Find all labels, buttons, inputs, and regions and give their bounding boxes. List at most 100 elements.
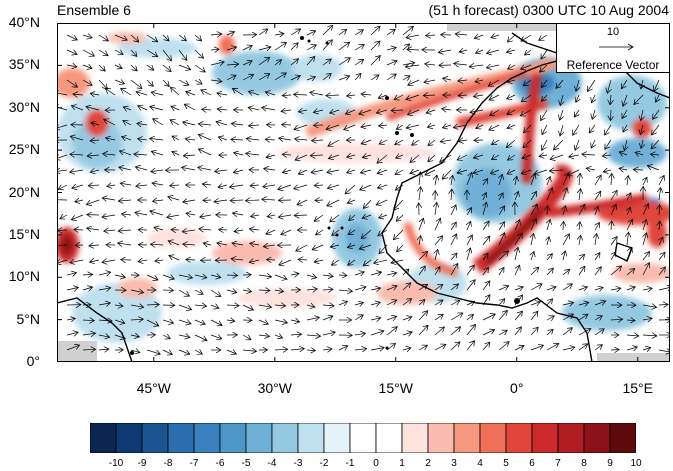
wind-vector	[506, 50, 516, 52]
wind-vector	[327, 199, 340, 206]
wind-vector	[146, 319, 159, 326]
wind-vector	[347, 170, 356, 173]
wind-vector	[627, 193, 631, 201]
lat-label: 25°N	[8, 141, 40, 158]
wind-vector	[594, 267, 601, 276]
colorbar-label: -2	[319, 458, 329, 469]
wind-vector	[514, 287, 523, 290]
wind-vector	[498, 233, 505, 246]
wind-vector	[450, 205, 456, 216]
wind-vector	[98, 34, 108, 41]
wind-vector	[487, 50, 500, 54]
wind-vector	[296, 244, 308, 251]
plot-title-right: (51 h forecast) 0300 UTC 10 Aug 2004	[428, 2, 669, 18]
wind-vector	[194, 320, 205, 324]
wind-vector	[626, 287, 635, 290]
lat-label: 40°N	[8, 14, 40, 30]
wind-vector	[547, 206, 548, 216]
wind-vector	[402, 332, 412, 335]
wind-vector	[520, 109, 532, 116]
wind-vector	[359, 245, 372, 249]
colorbar-label: 7	[555, 458, 561, 469]
wind-vector	[576, 79, 579, 91]
wind-vector	[348, 259, 356, 265]
wind-vector	[210, 275, 221, 278]
wind-vector	[418, 345, 427, 351]
wind-vector	[281, 229, 292, 235]
wind-vector	[482, 221, 489, 231]
wind-vector	[539, 155, 548, 156]
colorbar-swatch	[375, 423, 403, 453]
wind-vector	[182, 230, 196, 232]
wind-vector	[578, 302, 589, 305]
wind-vector	[178, 335, 190, 337]
wind-vector	[170, 185, 180, 186]
wind-vector	[242, 304, 254, 310]
wind-vector	[162, 49, 172, 61]
wind-vector	[370, 302, 380, 305]
colorbar-label: 4	[477, 458, 483, 469]
wind-vector	[138, 260, 148, 262]
wind-vector	[330, 214, 340, 222]
wind-vector	[386, 300, 397, 306]
wind-vector	[370, 348, 384, 350]
wind-vector	[322, 305, 334, 306]
wind-vector	[595, 223, 600, 231]
wind-vector	[279, 259, 292, 265]
wind-vector	[98, 335, 110, 337]
wind-vector	[251, 215, 260, 217]
wind-vector	[386, 316, 397, 320]
wind-vector	[294, 215, 308, 216]
wind-vector	[418, 311, 428, 321]
wind-vector	[87, 155, 100, 156]
wind-vector	[123, 121, 132, 126]
wind-vector	[306, 350, 316, 351]
wind-vector	[370, 288, 381, 290]
wind-vector	[162, 34, 169, 41]
wind-vector	[295, 139, 308, 140]
wind-vector	[186, 260, 196, 261]
wind-vector	[338, 42, 350, 51]
wind-vector	[146, 34, 158, 42]
wind-vector	[66, 318, 75, 320]
wind-vector	[474, 35, 484, 38]
wind-vector	[58, 185, 68, 190]
wind-vector	[178, 304, 192, 310]
wind-vector	[610, 237, 617, 246]
wind-vector	[203, 243, 212, 245]
wind-vector	[72, 185, 84, 188]
wind-vector	[82, 49, 95, 56]
wind-vector	[66, 332, 78, 335]
wind-vector	[386, 343, 396, 351]
wind-vector	[434, 218, 441, 231]
wind-vector	[314, 185, 324, 186]
wind-vector	[386, 47, 396, 50]
wind-vector	[626, 320, 635, 321]
wind-vector	[162, 335, 170, 339]
wind-vector	[230, 200, 244, 201]
wind-vector	[434, 236, 443, 246]
wind-vector	[361, 94, 372, 95]
lon-label: 15°E	[622, 380, 653, 396]
lat-label: 10°N	[8, 268, 40, 285]
wind-vector	[231, 139, 244, 140]
wind-vector	[349, 214, 356, 221]
wind-vector	[579, 189, 581, 201]
wind-vector	[114, 80, 125, 84]
wind-vector	[507, 125, 516, 128]
wind-vector	[450, 327, 461, 336]
colorbar-label: 3	[451, 458, 457, 469]
colorbar-swatch	[609, 423, 636, 453]
wind-vector	[418, 300, 425, 306]
wind-vector	[576, 94, 579, 102]
colorbar-swatch	[90, 423, 117, 453]
wind-vector	[386, 286, 397, 290]
wind-vector	[546, 316, 554, 320]
wind-vector	[424, 80, 436, 82]
wind-vector	[70, 136, 84, 140]
wind-vector	[200, 215, 212, 217]
wind-vector	[473, 170, 484, 173]
colorbar-label: 9	[607, 458, 613, 469]
wind-vector	[226, 290, 237, 293]
wind-vector	[162, 275, 174, 279]
